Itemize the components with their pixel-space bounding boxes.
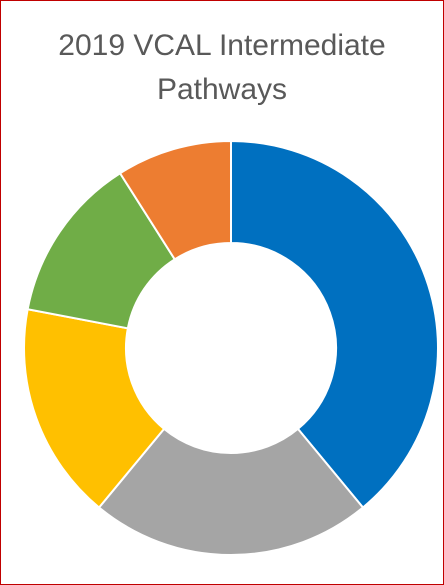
donut-slice <box>118 139 232 261</box>
donut-slice <box>230 139 439 509</box>
donut-slice <box>97 427 365 556</box>
donut-slice <box>23 308 166 509</box>
chart-title: 2019 VCAL Intermediate Pathways <box>58 29 386 106</box>
